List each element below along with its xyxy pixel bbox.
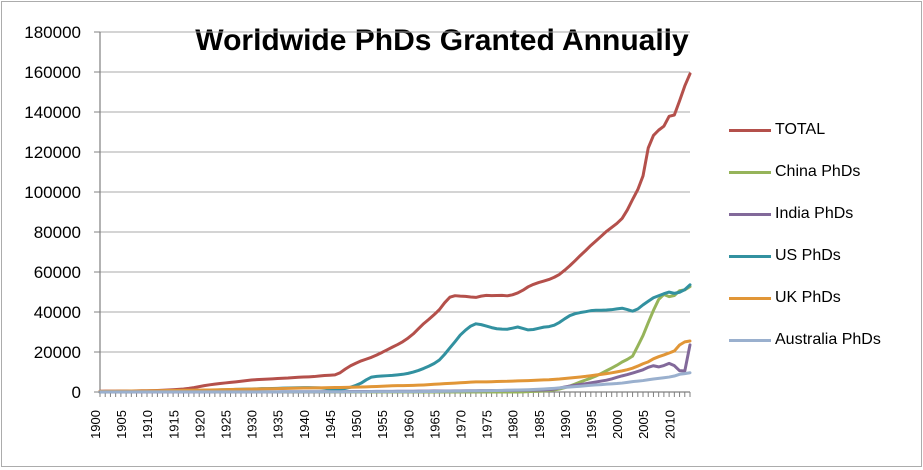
svg-text:1985: 1985 — [532, 410, 547, 439]
svg-text:1945: 1945 — [323, 410, 338, 439]
svg-text:1955: 1955 — [375, 410, 390, 439]
svg-text:1995: 1995 — [584, 410, 599, 439]
svg-text:1900: 1900 — [88, 410, 103, 439]
svg-text:120000: 120000 — [24, 143, 81, 162]
svg-text:1930: 1930 — [245, 410, 260, 439]
svg-text:160000: 160000 — [24, 63, 81, 82]
svg-text:1960: 1960 — [401, 410, 416, 439]
svg-text:1975: 1975 — [480, 410, 495, 439]
svg-text:40000: 40000 — [34, 303, 81, 322]
svg-text:2010: 2010 — [662, 410, 677, 439]
svg-text:20000: 20000 — [34, 343, 81, 362]
svg-text:0: 0 — [72, 383, 81, 402]
svg-text:100000: 100000 — [24, 183, 81, 202]
svg-text:1965: 1965 — [427, 410, 442, 439]
svg-text:1970: 1970 — [453, 410, 468, 439]
svg-text:1925: 1925 — [219, 410, 234, 439]
svg-text:140000: 140000 — [24, 103, 81, 122]
svg-text:60000: 60000 — [34, 263, 81, 282]
svg-text:1980: 1980 — [506, 410, 521, 439]
svg-text:1935: 1935 — [271, 410, 286, 439]
svg-text:2005: 2005 — [636, 410, 651, 439]
svg-text:1920: 1920 — [192, 410, 207, 439]
svg-text:1910: 1910 — [140, 410, 155, 439]
svg-text:1940: 1940 — [297, 410, 312, 439]
svg-text:1905: 1905 — [114, 410, 129, 439]
svg-text:1990: 1990 — [558, 410, 573, 439]
svg-text:80000: 80000 — [34, 223, 81, 242]
svg-text:1950: 1950 — [349, 410, 364, 439]
svg-text:2000: 2000 — [610, 410, 625, 439]
svg-text:1915: 1915 — [166, 410, 181, 439]
svg-text:180000: 180000 — [24, 23, 81, 42]
